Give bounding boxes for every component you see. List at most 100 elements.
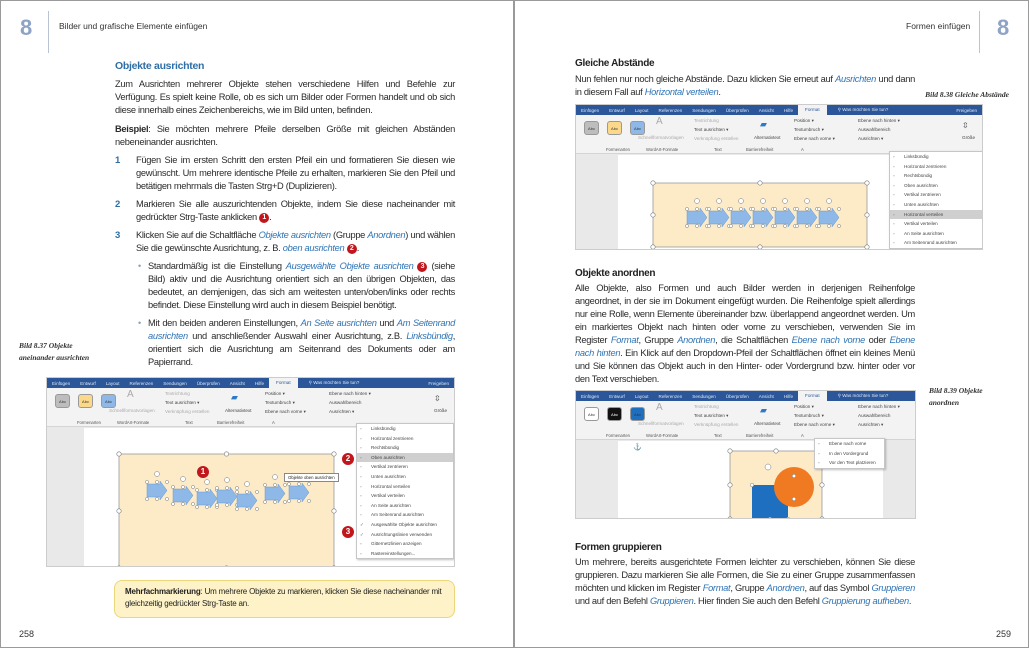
rotate-handle[interactable] — [826, 198, 832, 204]
resize-handle[interactable] — [225, 503, 229, 507]
resize-handle[interactable] — [283, 483, 287, 487]
resize-handle[interactable] — [215, 486, 219, 490]
menu-item[interactable]: ▫ Oben ausrichten — [357, 452, 453, 463]
resize-handle[interactable] — [727, 516, 733, 519]
ribbon-tab-format[interactable]: Format — [269, 378, 298, 388]
resize-handle[interactable] — [864, 244, 870, 249]
quick-styles-button[interactable]: Schnellformatvorlagen — [638, 135, 684, 140]
resize-handle[interactable] — [117, 565, 121, 567]
ribbon-tab-format[interactable]: Format — [798, 105, 827, 115]
resize-handle[interactable] — [791, 473, 797, 479]
resize-handle[interactable] — [717, 224, 721, 228]
wordart-icon[interactable]: A — [656, 402, 663, 413]
selection-pane-button[interactable]: Auswahlbereich — [858, 127, 891, 132]
resize-handle[interactable] — [751, 207, 755, 211]
rotate-handle[interactable] — [716, 198, 722, 204]
create-link-button[interactable]: Verknüpfung erstellen — [694, 136, 739, 141]
resize-handle[interactable] — [757, 180, 763, 186]
resize-handle[interactable] — [235, 490, 239, 494]
rotate-handle[interactable] — [804, 198, 810, 204]
wrap-text-button[interactable]: Textumbruch ▾ — [794, 413, 824, 418]
alt-text-button[interactable]: Alternativtext — [754, 421, 781, 426]
menu-item[interactable]: ▫ Am Seitenrand ausrichten — [357, 510, 453, 520]
bring-forward-button[interactable]: Ebene nach vorne ▾ — [265, 409, 306, 414]
rotate-handle[interactable] — [204, 479, 210, 485]
menu-item[interactable]: ▫ An Seite ausrichten — [890, 229, 982, 239]
arrow-shape[interactable] — [730, 207, 752, 228]
menu-item[interactable]: ✓ Ausgewählte Objekte ausrichten — [357, 520, 453, 530]
quick-styles-button[interactable]: Schnellformatvorlagen — [638, 421, 684, 426]
ribbon-tab[interactable]: Überprüfen — [725, 107, 749, 113]
ribbon-tab[interactable]: Sendungen — [692, 107, 716, 113]
ribbon-tab-format[interactable]: Format — [798, 391, 827, 401]
send-backward-button[interactable]: Ebene nach hinten ▾ — [858, 118, 900, 123]
rotate-handle[interactable] — [272, 474, 278, 480]
resize-handle[interactable] — [297, 482, 301, 486]
resize-handle[interactable] — [819, 482, 825, 488]
tell-me-search[interactable]: ⚲ Was möchten Sie tun? — [308, 380, 360, 385]
arrow-shape[interactable] — [708, 207, 730, 228]
menu-item[interactable]: ▫ In den Vordergrund — [815, 449, 884, 459]
resize-handle[interactable] — [707, 224, 711, 228]
shape-style-preset[interactable]: Abc — [78, 394, 93, 408]
arrow-shape[interactable] — [288, 482, 310, 503]
menu-item[interactable]: ▫ Horizontal zentrieren — [890, 162, 982, 172]
resize-handle[interactable] — [751, 224, 755, 228]
shape-style-preset[interactable]: Abc — [607, 121, 622, 135]
ribbon-tab[interactable]: Ansicht — [229, 380, 245, 386]
resize-handle[interactable] — [827, 207, 831, 211]
selection-pane-button[interactable]: Auswahlbereich — [858, 413, 891, 418]
wordart-icon[interactable]: A — [656, 116, 663, 127]
resize-handle[interactable] — [739, 224, 743, 228]
ribbon-tab[interactable]: Ansicht — [758, 393, 774, 399]
menu-item[interactable]: ▫ Vertikal zentrieren — [890, 190, 982, 200]
resize-handle[interactable] — [773, 224, 777, 228]
menu-item[interactable]: ▫ Vertikal verteilen — [357, 491, 453, 501]
arrow-shape[interactable] — [216, 486, 238, 507]
resize-handle[interactable] — [245, 507, 249, 511]
menu-item[interactable]: ▫ Ebene nach vorne — [815, 439, 884, 449]
arrow-shape[interactable] — [686, 207, 708, 228]
size-button[interactable]: Größe — [962, 135, 976, 140]
create-link-button[interactable]: Verknüpfung erstellen — [165, 409, 210, 414]
resize-handle[interactable] — [116, 451, 122, 457]
resize-handle[interactable] — [783, 224, 787, 228]
ribbon-tab[interactable]: Entwurf — [80, 380, 96, 386]
text-direction-button[interactable]: Textrichtung — [694, 404, 719, 409]
drawing-canvas[interactable] — [649, 173, 871, 250]
shape-style-preset[interactable]: Abc — [55, 394, 70, 408]
rotate-handle[interactable] — [154, 471, 160, 477]
resize-handle[interactable] — [145, 480, 149, 484]
menu-item[interactable]: ✓ Ausrichtungslinien verwenden — [357, 530, 453, 540]
resize-handle[interactable] — [235, 486, 239, 490]
resize-handle[interactable] — [181, 485, 185, 489]
ribbon-tab[interactable]: Layout — [105, 380, 120, 386]
resize-handle[interactable] — [727, 482, 733, 488]
resize-handle[interactable] — [283, 500, 287, 504]
resize-handle[interactable] — [191, 485, 195, 489]
arrow-shape[interactable] — [796, 207, 818, 228]
rotate-handle[interactable] — [738, 198, 744, 204]
resize-handle[interactable] — [717, 207, 721, 211]
resize-handle[interactable] — [181, 502, 185, 506]
resize-handle[interactable] — [791, 496, 797, 502]
resize-handle[interactable] — [817, 207, 821, 211]
send-backward-button[interactable]: Ebene nach hinten ▾ — [858, 404, 900, 409]
ribbon-tab[interactable]: Hilfe — [783, 107, 794, 113]
menu-item[interactable]: ▫ Vertikal zentrieren — [357, 462, 453, 472]
rotate-handle[interactable] — [760, 198, 766, 204]
menu-item[interactable]: ▫ Vertikal verteilen — [890, 219, 982, 229]
send-backward-button[interactable]: Ebene nach hinten ▾ — [329, 391, 371, 396]
menu-item[interactable]: ▫ Linksbündig — [890, 152, 982, 162]
resize-handle[interactable] — [786, 516, 790, 519]
resize-handle[interactable] — [727, 448, 733, 454]
drawing-canvas[interactable] — [726, 441, 826, 519]
resize-handle[interactable] — [255, 507, 259, 511]
resize-handle[interactable] — [165, 497, 169, 501]
alt-text-button[interactable]: Alternativtext — [225, 408, 252, 413]
rotate-handle[interactable] — [694, 198, 700, 204]
ribbon-tab[interactable]: Überprüfen — [725, 393, 749, 399]
resize-handle[interactable] — [255, 490, 259, 494]
resize-handle[interactable] — [297, 499, 301, 503]
align-button[interactable]: Ausrichten ▾ — [858, 136, 884, 141]
